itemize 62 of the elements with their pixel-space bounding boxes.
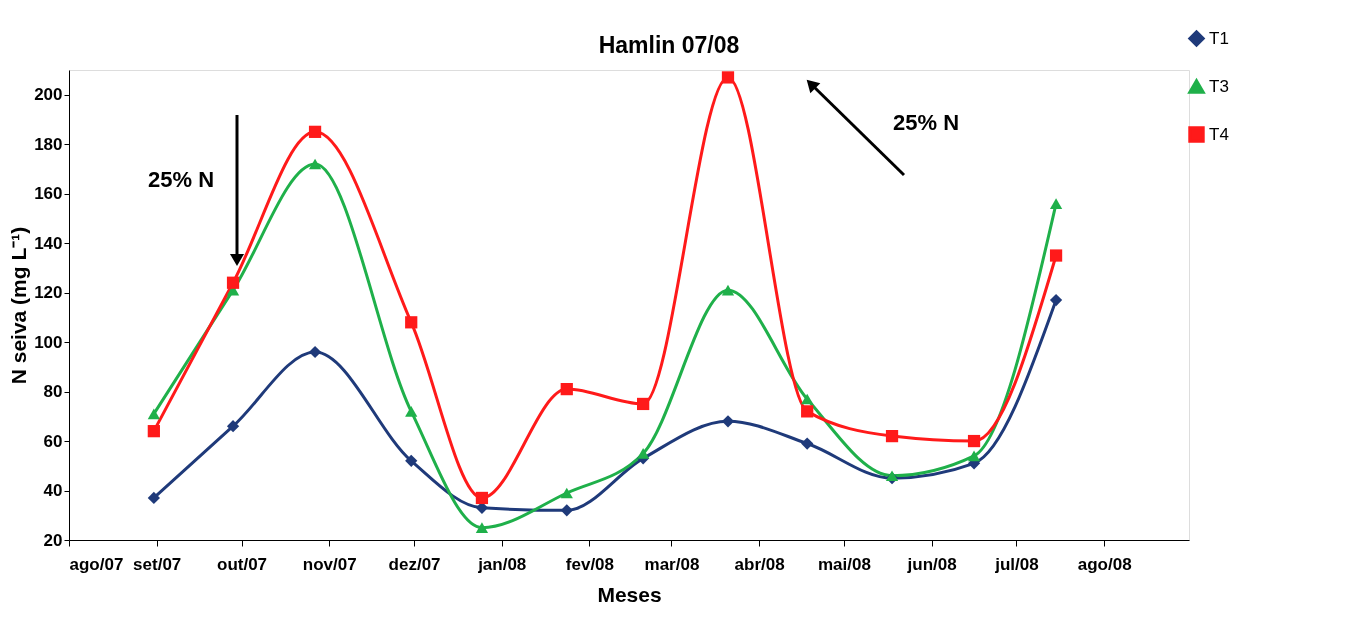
y-tick-label: 20 bbox=[43, 530, 63, 550]
x-tick-label: dez/07 bbox=[388, 554, 441, 574]
x-tick-label: mai/08 bbox=[817, 554, 871, 574]
point bbox=[801, 405, 814, 418]
point bbox=[721, 284, 735, 296]
x-tick-label: jun/08 bbox=[906, 554, 957, 574]
point bbox=[308, 125, 322, 138]
point bbox=[801, 437, 814, 450]
point bbox=[885, 470, 899, 481]
y-tick-label: 40 bbox=[43, 481, 63, 501]
point bbox=[308, 158, 322, 170]
point bbox=[147, 408, 160, 420]
y-tick-label: 180 bbox=[34, 134, 63, 154]
point bbox=[560, 487, 573, 499]
point bbox=[405, 316, 418, 329]
chart-title: Hamlin 07/08 bbox=[598, 32, 740, 58]
point bbox=[475, 491, 489, 505]
legend-label: T4 bbox=[1209, 124, 1229, 144]
legend-label: T1 bbox=[1209, 28, 1229, 48]
x-tick-label: nov/07 bbox=[302, 554, 357, 574]
x-tick-label: jul/08 bbox=[994, 554, 1039, 574]
point bbox=[560, 504, 573, 517]
point bbox=[405, 454, 418, 467]
point bbox=[1049, 198, 1063, 209]
x-tick-label: out/07 bbox=[216, 554, 268, 574]
point bbox=[967, 450, 981, 462]
point bbox=[637, 448, 650, 459]
point bbox=[226, 420, 240, 433]
point bbox=[147, 491, 160, 505]
point bbox=[226, 276, 240, 289]
x-tick-label: abr/08 bbox=[734, 554, 785, 574]
point bbox=[1049, 293, 1063, 307]
x-tick-label: mar/08 bbox=[644, 554, 700, 574]
x-tick-label: ago/07 bbox=[69, 554, 124, 574]
annotation: 25% N bbox=[892, 110, 960, 135]
x-axis-title: Meses bbox=[597, 582, 662, 606]
annotation: 25% N bbox=[147, 167, 215, 192]
y-axis-title: N seiva (mg L⁻¹) bbox=[7, 226, 31, 385]
x-tick-label: fev/08 bbox=[565, 554, 615, 574]
point bbox=[308, 345, 322, 359]
y-tick-label: 60 bbox=[43, 431, 63, 451]
y-tick-label: 100 bbox=[34, 332, 63, 352]
legend-label: T3 bbox=[1209, 76, 1229, 96]
point bbox=[967, 434, 981, 448]
y-tick-label: 120 bbox=[34, 283, 63, 303]
y-tick-label: 140 bbox=[34, 233, 63, 253]
point bbox=[405, 406, 418, 417]
y-tick-label: 160 bbox=[34, 184, 63, 204]
point bbox=[721, 415, 735, 428]
point bbox=[721, 71, 735, 84]
point bbox=[1049, 249, 1063, 262]
x-tick-label: ago/08 bbox=[1077, 554, 1132, 574]
point bbox=[560, 382, 573, 396]
x-tick-label: jan/08 bbox=[477, 554, 527, 574]
point bbox=[637, 397, 650, 411]
point bbox=[801, 393, 814, 405]
x-tick-label: set/07 bbox=[133, 554, 182, 574]
y-tick-label: 200 bbox=[34, 85, 63, 105]
point bbox=[885, 429, 899, 443]
point bbox=[147, 425, 160, 438]
y-tick-label: 80 bbox=[43, 382, 63, 402]
point bbox=[475, 522, 489, 533]
